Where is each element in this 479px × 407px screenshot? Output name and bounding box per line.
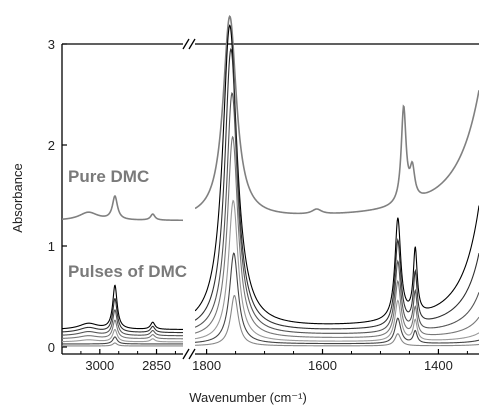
axis-break-mark	[182, 38, 190, 50]
spectrum-line-6-seg1	[195, 252, 479, 345]
x-tick-label: 1400	[424, 358, 453, 373]
spectrum-line-3-seg0	[62, 309, 183, 337]
spectrum-line-0-seg0	[62, 195, 183, 222]
x-tick-label: 3000	[85, 358, 114, 373]
x-tick-label: 1600	[308, 358, 337, 373]
axis-break-mark	[188, 38, 196, 50]
spectrum-line-7-seg0	[62, 342, 183, 347]
axis-break-mark	[188, 348, 196, 360]
axis-break-mark	[182, 348, 190, 360]
spectrum-line-5-seg1	[195, 199, 479, 342]
spectrum-line-1-seg1	[195, 24, 479, 325]
spectrum-line-2-seg1	[195, 48, 479, 330]
spectrum-line-1-seg0	[62, 284, 183, 330]
spectrum-line-7-seg1	[195, 294, 479, 347]
x-axis-label: Wavenumber (cm⁻¹)	[189, 390, 307, 405]
y-tick-label: 3	[48, 37, 55, 52]
y-tick-label: 2	[48, 138, 55, 153]
x-tick-label: 1800	[192, 358, 221, 373]
spectrum-line-5-seg0	[62, 328, 183, 343]
annotation-pulses-dmc: Pulses of DMC	[68, 262, 187, 281]
spectrum-line-4-seg1	[195, 135, 479, 338]
y-tick-label: 1	[48, 239, 55, 254]
spectrum-line-0-seg1	[195, 15, 479, 215]
y-tick-label: 0	[48, 340, 55, 355]
y-axis-label: Absorbance	[10, 163, 25, 232]
spectrum-line-2-seg0	[62, 297, 183, 334]
spectrum-line-6-seg0	[62, 336, 183, 345]
spectrum-line-3-seg1	[195, 92, 479, 334]
annotation-pure-dmc: Pure DMC	[68, 167, 149, 186]
spectrum-line-4-seg0	[62, 319, 183, 340]
x-tick-label: 2850	[142, 358, 171, 373]
